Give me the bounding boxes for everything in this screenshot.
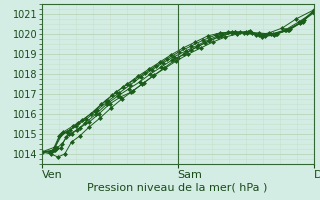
X-axis label: Pression niveau de la mer( hPa ): Pression niveau de la mer( hPa ) [87,182,268,192]
